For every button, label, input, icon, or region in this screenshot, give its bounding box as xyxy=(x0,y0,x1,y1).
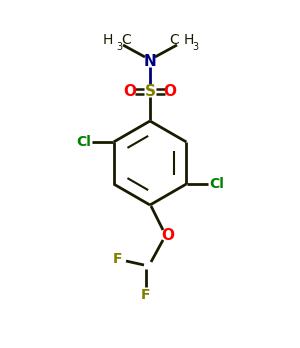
Text: O: O xyxy=(164,84,176,98)
Text: F: F xyxy=(113,252,123,266)
Text: O: O xyxy=(161,228,175,243)
Text: C: C xyxy=(121,33,131,47)
Text: 3: 3 xyxy=(116,42,122,52)
Text: C: C xyxy=(169,33,179,47)
Text: H: H xyxy=(184,33,194,47)
Text: F: F xyxy=(141,288,151,302)
Text: Cl: Cl xyxy=(76,135,91,149)
Text: N: N xyxy=(144,54,156,69)
Text: Cl: Cl xyxy=(209,177,224,191)
Text: O: O xyxy=(124,84,136,98)
Text: H: H xyxy=(103,33,113,47)
Text: S: S xyxy=(145,84,155,98)
Text: 3: 3 xyxy=(192,42,198,52)
